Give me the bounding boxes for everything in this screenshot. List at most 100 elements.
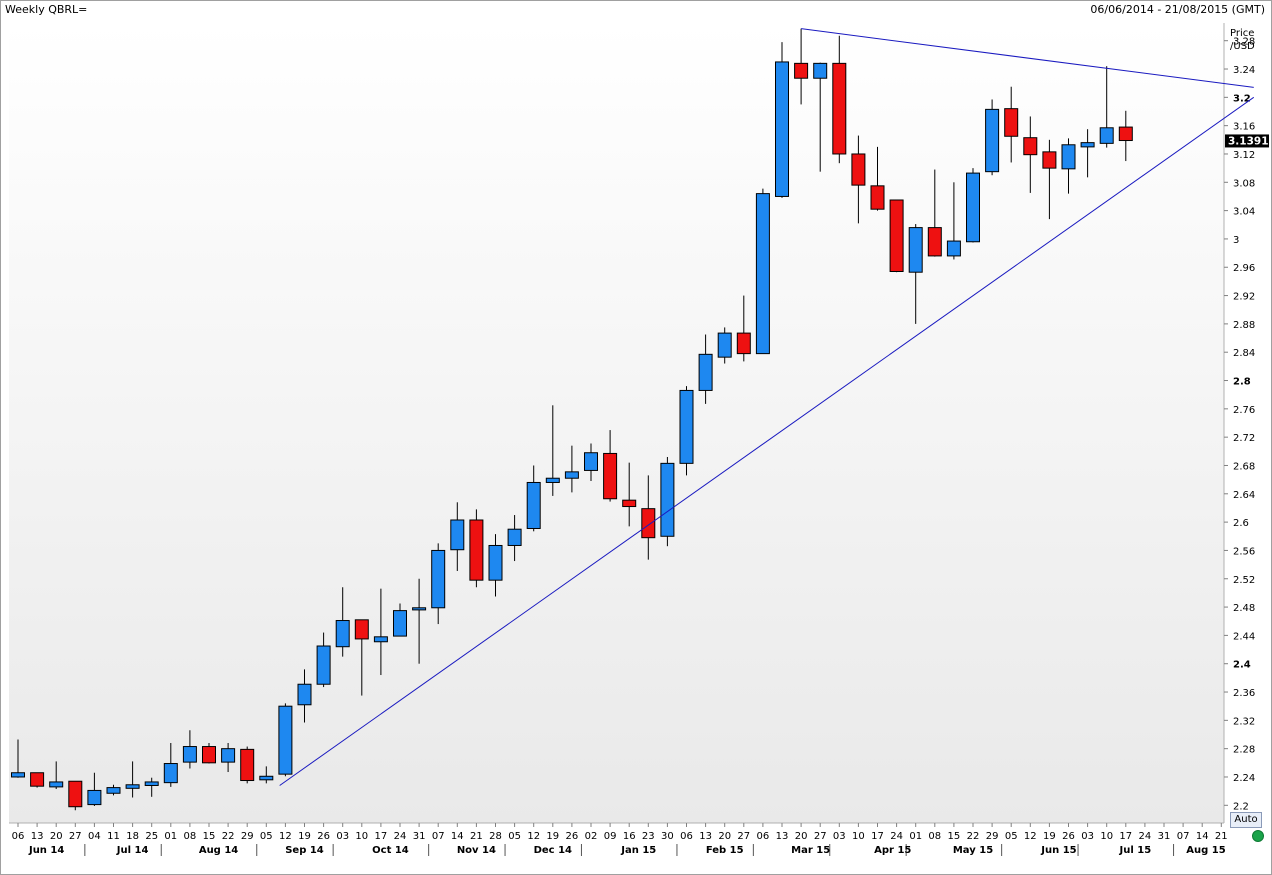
candle [622, 462, 637, 527]
candle [373, 588, 388, 676]
candle-body [679, 389, 694, 464]
candle-body [221, 748, 236, 763]
x-tick-label: 16 [623, 831, 636, 842]
month-label: Mar 15 [791, 845, 830, 856]
candle-body [335, 620, 350, 648]
x-tick-label: 31 [413, 831, 426, 842]
y-tick-label: 3.2 [1233, 93, 1251, 104]
x-tick-label: 08 [184, 831, 197, 842]
month-label: Aug 15 [1186, 845, 1225, 856]
candle [469, 509, 484, 588]
candle [1061, 138, 1076, 194]
x-tick-label: 27 [814, 831, 827, 842]
candle [278, 703, 293, 777]
trendlines[interactable] [279, 28, 1255, 786]
candle [679, 386, 694, 476]
month-label: Jan 15 [620, 845, 656, 856]
x-tick-label: 25 [145, 831, 158, 842]
candle-body [144, 781, 159, 786]
candle [11, 739, 25, 778]
x-axis-ticks: 06 13 20 27 04 11 18 25 01 08 15 22 29 05 12 19 26 03 10 17… [12, 823, 1228, 856]
y-tick-label: 2.24 [1233, 773, 1255, 784]
x-tick-label: 03 [336, 831, 349, 842]
candle-body [526, 481, 541, 529]
y-tick-label: 2.28 [1233, 745, 1255, 756]
candle-body [106, 787, 121, 794]
x-tick-label: 13 [31, 831, 44, 842]
y-tick-label: 2.92 [1233, 292, 1255, 303]
candle-body [660, 462, 675, 537]
candle-body [985, 108, 1000, 173]
x-tick-label: 24 [890, 831, 903, 842]
last-price-marker: 3.1391 [1225, 134, 1269, 148]
candle-body [908, 227, 923, 273]
x-tick-label: 22 [967, 831, 980, 842]
candle [946, 182, 961, 260]
x-tick-label: 20 [795, 831, 808, 842]
x-tick-label: 26 [1062, 831, 1075, 842]
auto-scale-button[interactable]: Auto [1230, 812, 1262, 828]
candle [564, 445, 579, 493]
candle [163, 743, 178, 787]
candle-body [1099, 127, 1114, 144]
candle [545, 405, 560, 496]
candle [316, 632, 331, 688]
y-tick-label: 3.08 [1233, 178, 1255, 189]
x-tick-label: 04 [88, 831, 101, 842]
x-tick-label: 12 [1024, 831, 1037, 842]
candle-body [163, 763, 178, 784]
x-tick-label: 12 [279, 831, 292, 842]
y-tick-label: 3.16 [1233, 122, 1255, 133]
candle-body [202, 746, 216, 764]
candle [240, 746, 255, 784]
y-tick-label: 2.52 [1233, 575, 1255, 586]
x-tick-label: 06 [680, 831, 693, 842]
candle-body [1004, 108, 1019, 137]
candle-body [1118, 126, 1133, 142]
date-range: 06/06/2014 - 21/08/2015 (GMT) [1090, 3, 1265, 16]
x-tick-label: 03 [1081, 831, 1094, 842]
month-label: Aug 14 [199, 845, 238, 856]
candle-body [316, 645, 331, 685]
candle-body [259, 775, 274, 781]
candle-body [775, 61, 789, 197]
y-tick-label: 3 [1233, 235, 1239, 246]
candle [30, 772, 45, 788]
candle-body [49, 781, 64, 788]
candle [450, 502, 465, 571]
candle-body [1080, 142, 1095, 148]
x-tick-label: 31 [1158, 831, 1171, 842]
x-tick-label: 10 [852, 831, 865, 842]
x-tick-label: 28 [489, 831, 502, 842]
trendline [801, 28, 1254, 88]
candle [87, 772, 102, 807]
x-tick-label: 06 [757, 831, 770, 842]
y-tick-label: 2.56 [1233, 546, 1255, 557]
candle-body [450, 519, 465, 551]
candle-body [889, 199, 904, 272]
x-tick-label: 13 [776, 831, 789, 842]
status-indicator-icon[interactable] [1252, 830, 1264, 842]
x-tick-label: 15 [203, 831, 216, 842]
candle [908, 224, 923, 324]
x-tick-label: 07 [1177, 831, 1190, 842]
candle-body [431, 549, 446, 609]
x-tick-label: 17 [1119, 831, 1132, 842]
y-tick-label: 3.12 [1233, 150, 1255, 161]
candle [851, 135, 866, 224]
candle [660, 456, 675, 547]
candle [1118, 110, 1133, 162]
x-tick-label: 21 [470, 831, 483, 842]
candle-body [851, 153, 866, 186]
y-tick-label: 2.44 [1233, 631, 1255, 642]
candle-body [946, 240, 961, 257]
candle [889, 199, 904, 273]
y-tick-label: 2.48 [1233, 603, 1255, 614]
x-tick-label: 19 [298, 831, 311, 842]
x-tick-label: 21 [1215, 831, 1228, 842]
candle-body [641, 508, 656, 539]
x-tick-label: 07 [432, 831, 445, 842]
candle-body [87, 789, 102, 806]
candle-body [698, 353, 713, 391]
